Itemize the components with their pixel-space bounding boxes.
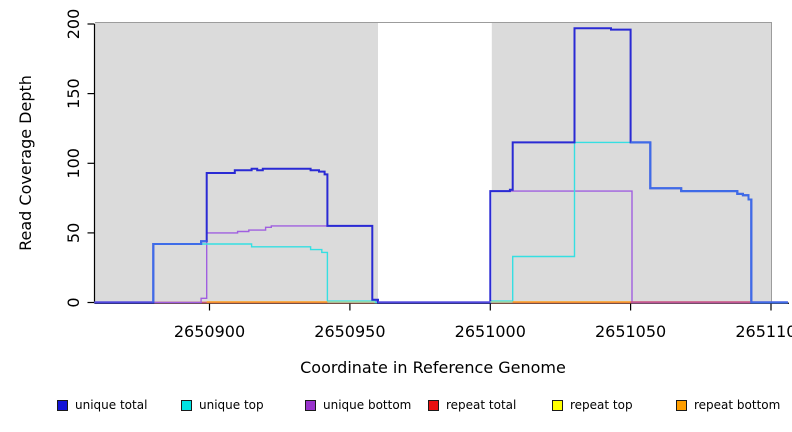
legend-swatch-repeat-bottom bbox=[676, 399, 687, 411]
y-tick-label: 0 bbox=[64, 297, 83, 307]
series-unique-total-over-top bbox=[152, 240, 207, 303]
legend-item-unique-top: unique top bbox=[181, 398, 264, 412]
chart-layers: 0 50 100 150 200 2650900 2650950 2651000 2651050… bbox=[64, 9, 792, 341]
plot-area: 0 50 100 150 200 2650900 2650950 2651000 2651050… bbox=[16, 9, 792, 377]
legend-item-unique-bottom: unique bottom bbox=[305, 398, 411, 412]
legend: unique total unique top unique bottom re… bbox=[0, 398, 792, 420]
uncovered-region bbox=[378, 23, 492, 303]
y-tick-label: 50 bbox=[64, 223, 83, 243]
legend-label: repeat bottom bbox=[694, 398, 781, 412]
legend-label: unique top bbox=[199, 398, 264, 412]
series-unique-total-over-top bbox=[630, 141, 788, 304]
legend-swatch-repeat-top bbox=[552, 399, 563, 411]
x-tick-label: 2651050 bbox=[595, 322, 666, 341]
legend-item-repeat-bottom: repeat bottom bbox=[676, 398, 780, 412]
legend-item-repeat-top: repeat top bbox=[552, 398, 633, 412]
legend-item-unique-total: unique total bbox=[57, 398, 147, 412]
legend-label: unique total bbox=[75, 398, 148, 412]
x-tick-label: 2651000 bbox=[455, 322, 526, 341]
legend-swatch-unique-total bbox=[57, 399, 68, 411]
y-tick-label: 150 bbox=[64, 78, 83, 109]
legend-swatch-unique-bottom bbox=[305, 399, 316, 411]
legend-label: repeat total bbox=[446, 398, 517, 412]
legend-swatch-repeat-total bbox=[428, 399, 439, 411]
x-tick-label: 2650950 bbox=[314, 322, 385, 341]
legend-label: unique bottom bbox=[323, 398, 412, 412]
y-axis-title: Read Coverage Depth bbox=[16, 75, 35, 251]
x-axis-title: Coordinate in Reference Genome bbox=[300, 358, 566, 377]
y-tick-label: 200 bbox=[64, 9, 83, 40]
legend-label: repeat top bbox=[570, 398, 633, 412]
legend-swatch-unique-top bbox=[181, 399, 192, 411]
y-tick-label: 100 bbox=[64, 148, 83, 179]
x-tick-label: 2651100 bbox=[735, 322, 792, 341]
plot-panel-border bbox=[95, 22, 772, 303]
legend-item-repeat-total: repeat total bbox=[428, 398, 516, 412]
x-tick-label: 2650900 bbox=[174, 322, 245, 341]
